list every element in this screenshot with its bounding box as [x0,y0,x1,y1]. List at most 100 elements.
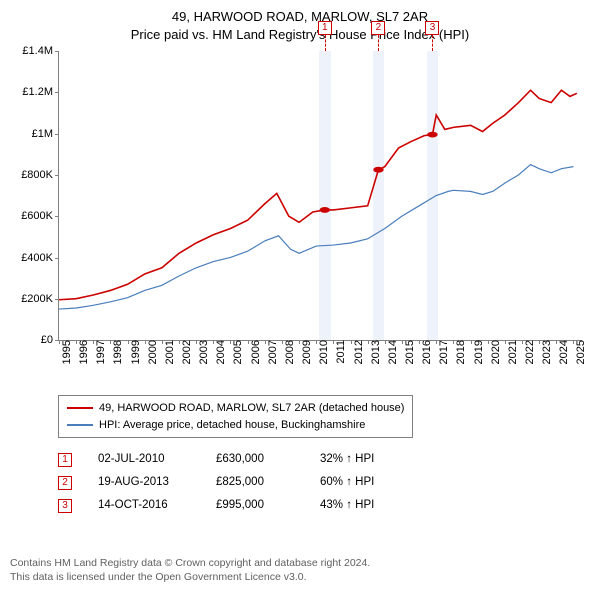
x-tick-mark [248,340,249,344]
x-tick-label: 2014 [381,340,399,364]
sale-price: £995,000 [216,494,294,517]
sale-marker-line [432,35,433,51]
x-tick-mark [471,340,472,344]
x-tick-label: 2011 [329,340,347,364]
sale-date: 14-OCT-2016 [98,494,190,517]
sale-point [373,167,383,173]
x-tick-mark [196,340,197,344]
series-property [59,90,577,300]
x-tick-mark [110,340,111,344]
line-layer [59,51,582,340]
x-tick-label: 2003 [192,340,210,364]
x-tick-mark [145,340,146,344]
x-tick-label: 2002 [175,340,193,364]
x-tick-mark [453,340,454,344]
x-tick-label: 2018 [449,340,467,364]
x-tick-label: 2007 [261,340,279,364]
sale-price: £825,000 [216,471,294,494]
x-tick-mark [93,340,94,344]
sale-point [320,207,330,213]
y-tick-label: £200K [21,293,59,305]
sale-delta: 60% ↑ HPI [320,471,374,494]
sale-marker-line [378,35,379,51]
x-tick-label: 2013 [364,340,382,364]
x-tick-mark [213,340,214,344]
y-tick-label: £400K [21,252,59,264]
legend-row: 49, HARWOOD ROAD, MARLOW, SL7 2AR (detac… [67,400,404,417]
x-tick-label: 1996 [72,340,90,364]
x-tick-label: 2005 [226,340,244,364]
x-tick-label: 2025 [569,340,587,364]
x-tick-mark [436,340,437,344]
y-tick-label: £1.2M [22,86,59,98]
title-address: 49, HARWOOD ROAD, MARLOW, SL7 2AR [10,8,590,26]
x-tick-mark [573,340,574,344]
sale-date: 02-JUL-2010 [98,448,190,471]
y-tick-mark [55,258,59,259]
x-tick-mark [368,340,369,344]
x-tick-label: 1995 [55,340,73,364]
legend-swatch [67,424,93,426]
sales-table: 1 02-JUL-2010 £630,000 32% ↑ HPI 2 19-AUG-201… [58,448,590,517]
title-block: 49, HARWOOD ROAD, MARLOW, SL7 2AR Price … [10,8,590,43]
x-tick-label: 2020 [484,340,502,364]
sale-row: 2 19-AUG-2013 £825,000 60% ↑ HPI [58,471,590,494]
x-tick-mark [539,340,540,344]
y-tick-mark [55,175,59,176]
chart-container: 49, HARWOOD ROAD, MARLOW, SL7 2AR Price … [0,0,600,590]
x-tick-label: 2010 [312,340,330,364]
legend-label: HPI: Average price, detached house, Buck… [99,417,365,434]
x-tick-mark [59,340,60,344]
x-tick-label: 2001 [158,340,176,364]
x-tick-mark [505,340,506,344]
y-tick-mark [55,134,59,135]
sale-number-box: 2 [58,476,72,490]
x-tick-mark [128,340,129,344]
y-tick-mark [55,299,59,300]
x-tick-mark [265,340,266,344]
x-tick-mark [419,340,420,344]
chart-area: £0£200K£400K£600K£800K£1M£1.2M£1.4M19951… [10,47,590,389]
x-tick-mark [402,340,403,344]
sale-date: 19-AUG-2013 [98,471,190,494]
x-tick-label: 2022 [518,340,536,364]
title-subtitle: Price paid vs. HM Land Registry's House … [10,26,590,44]
x-tick-label: 1999 [124,340,142,364]
x-tick-mark [179,340,180,344]
x-tick-label: 1997 [89,340,107,364]
sale-marker-box: 3 [425,21,439,35]
sale-number-box: 1 [58,453,72,467]
y-tick-mark [55,92,59,93]
sale-delta: 32% ↑ HPI [320,448,374,471]
x-tick-label: 2012 [347,340,365,364]
x-tick-mark [556,340,557,344]
x-tick-mark [488,340,489,344]
x-tick-label: 2009 [295,340,313,364]
x-tick-mark [385,340,386,344]
legend-label: 49, HARWOOD ROAD, MARLOW, SL7 2AR (detac… [99,400,404,417]
x-tick-mark [316,340,317,344]
x-tick-label: 2024 [552,340,570,364]
legend-swatch [67,407,93,409]
x-tick-mark [351,340,352,344]
footer-line2: This data is licensed under the Open Gov… [10,570,590,584]
x-tick-label: 2015 [398,340,416,364]
sale-row: 314-OCT-2016£995,00043% ↑ HPI [58,494,590,517]
sale-price: £630,000 [216,448,294,471]
x-tick-mark [333,340,334,344]
x-tick-label: 2019 [467,340,485,364]
sale-number-box: 3 [58,499,72,513]
plot-region: £0£200K£400K£600K£800K£1M£1.2M£1.4M19951… [58,51,582,341]
y-tick-label: £600K [21,210,59,222]
x-tick-label: 2017 [432,340,450,364]
x-tick-label: 2023 [535,340,553,364]
y-tick-mark [55,51,59,52]
x-tick-label: 2004 [209,340,227,364]
footer-line1: Contains HM Land Registry data © Crown c… [10,556,590,570]
series-hpi [59,165,573,310]
x-tick-mark [76,340,77,344]
x-tick-label: 2008 [278,340,296,364]
x-tick-mark [299,340,300,344]
footer-attribution: Contains HM Land Registry data © Crown c… [10,556,590,584]
sale-marker-box: 2 [371,21,385,35]
